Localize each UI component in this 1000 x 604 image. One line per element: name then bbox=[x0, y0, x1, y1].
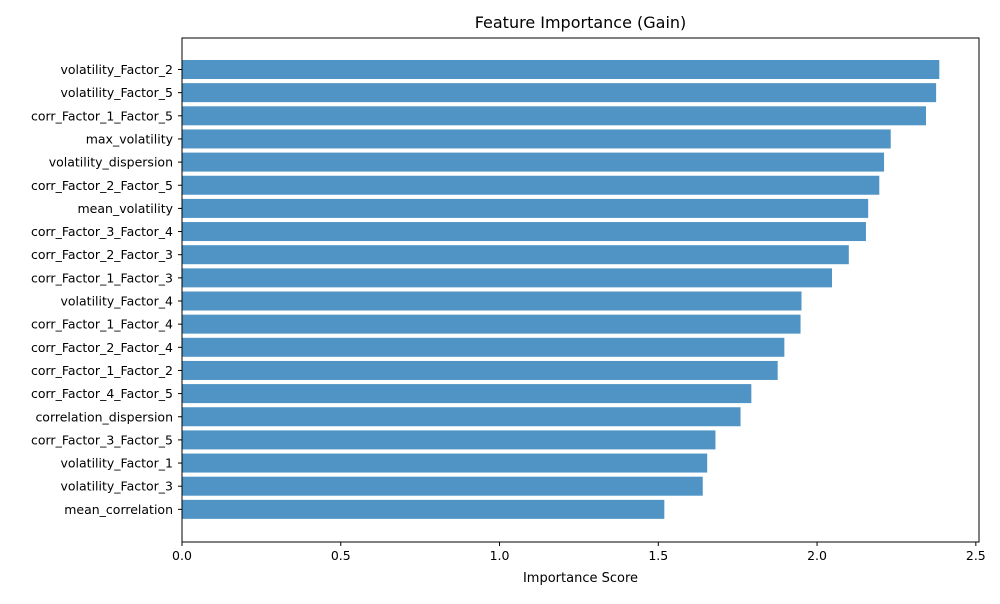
y-tick-label: corr_Factor_2_Factor_3 bbox=[31, 247, 173, 262]
bar-corr_Factor_1_Factor_5 bbox=[182, 106, 926, 126]
bar-corr_Factor_1_Factor_3 bbox=[182, 268, 832, 288]
x-tick-label: 1.5 bbox=[648, 548, 668, 563]
y-tick-label: volatility_dispersion bbox=[49, 155, 173, 170]
y-tick-label: mean_volatility bbox=[78, 201, 174, 216]
bar-volatility_Factor_1 bbox=[182, 453, 708, 473]
bar-volatility_Factor_5 bbox=[182, 83, 937, 103]
bar-corr_Factor_4_Factor_5 bbox=[182, 384, 752, 404]
bar-mean_correlation bbox=[182, 499, 665, 519]
bar-volatility_Factor_2 bbox=[182, 60, 940, 79]
x-tick-label: 0.0 bbox=[172, 548, 192, 563]
y-tick-label: corr_Factor_4_Factor_5 bbox=[31, 386, 173, 401]
y-tick-label: corr_Factor_3_Factor_5 bbox=[31, 432, 173, 447]
plot-frame bbox=[181, 37, 980, 543]
x-axis-label: Importance Score bbox=[523, 571, 638, 586]
y-tick-label: corr_Factor_1_Factor_3 bbox=[31, 270, 173, 285]
y-tick-label: correlation_dispersion bbox=[35, 409, 173, 424]
y-tick-label: volatility_Factor_4 bbox=[60, 294, 173, 309]
bar-corr_Factor_2_Factor_4 bbox=[182, 337, 785, 357]
y-tick-label: volatility_Factor_5 bbox=[60, 85, 173, 100]
bars-layer bbox=[182, 60, 940, 519]
y-axis-ticks: volatility_Factor_2 volatility_Factor_5co… bbox=[31, 62, 182, 517]
bar-corr_Factor_1_Factor_4 bbox=[182, 314, 801, 334]
x-axis-ticks: 0.0 0.5 1.0 1.5 2.0 2.5 bbox=[172, 542, 986, 563]
bar-correlation_dispersion bbox=[182, 407, 741, 427]
y-tick-label: corr_Factor_2_Factor_5 bbox=[31, 178, 173, 193]
x-tick-label: 0.5 bbox=[331, 548, 351, 563]
bar-corr_Factor_2_Factor_3 bbox=[182, 245, 849, 265]
y-tick-label: volatility_Factor_3 bbox=[60, 479, 173, 494]
y-tick-label: corr_Factor_1_Factor_5 bbox=[31, 108, 173, 123]
x-tick-label: 2.0 bbox=[807, 548, 827, 563]
y-tick-label: mean_correlation bbox=[64, 502, 173, 517]
y-tick-label: max_volatility bbox=[86, 131, 174, 146]
bar-corr_Factor_1_Factor_2 bbox=[182, 360, 778, 380]
y-tick-label: corr_Factor_3_Factor_4 bbox=[31, 224, 173, 239]
chart-title: Feature Importance (Gain) bbox=[475, 13, 687, 32]
y-tick-label: corr_Factor_1_Factor_4 bbox=[31, 317, 173, 332]
bar-volatility_Factor_3 bbox=[182, 476, 703, 496]
y-tick-label: corr_Factor_1_Factor_2 bbox=[31, 363, 173, 378]
bar-volatility_Factor_4 bbox=[182, 291, 802, 311]
y-tick-label: corr_Factor_2_Factor_4 bbox=[31, 340, 173, 355]
bar-corr_Factor_2_Factor_5 bbox=[182, 175, 880, 195]
y-tick-label: volatility_Factor_1 bbox=[60, 456, 173, 471]
y-tick-label: volatility_Factor_2 bbox=[60, 62, 173, 77]
bar-mean_volatility bbox=[182, 198, 869, 218]
x-tick-label: 2.5 bbox=[966, 548, 986, 563]
x-tick-label: 1.0 bbox=[490, 548, 510, 563]
bar-corr_Factor_3_Factor_5 bbox=[182, 430, 716, 450]
bar-max_volatility bbox=[182, 129, 891, 149]
bar-corr_Factor_3_Factor_4 bbox=[182, 222, 866, 242]
bar-volatility_dispersion bbox=[182, 152, 885, 172]
